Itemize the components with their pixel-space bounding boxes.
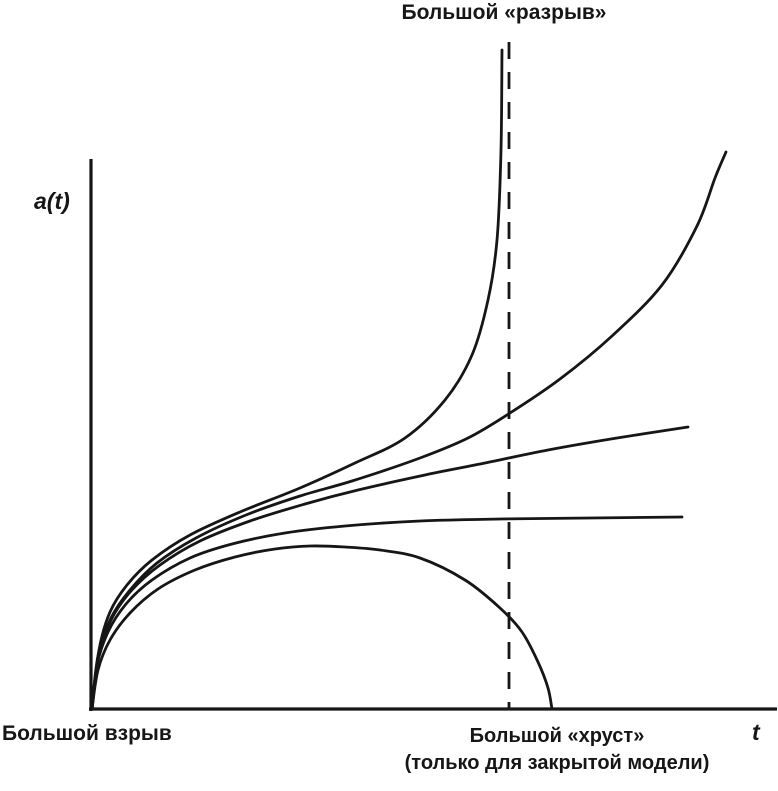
curve-closed-recollapsing <box>90 544 554 711</box>
curve-open-coasting <box>90 425 690 711</box>
big-crunch-line2: (только для закрытой модели) <box>404 752 710 774</box>
big-crunch-label: Большой «хруст» (только для закрытой мод… <box>387 723 727 777</box>
big-bang-label: Большой взрыв <box>2 722 172 745</box>
big-crunch-line1: Большой «хруст» <box>469 725 645 747</box>
curve-flat-critical <box>90 515 684 711</box>
curve-big-rip <box>90 48 504 711</box>
big-rip-label: Большой «разрыв» <box>401 1 607 24</box>
y-axis-label: a(t) <box>34 188 70 214</box>
curve-open-accelerating <box>90 150 728 711</box>
x-axis-label: t <box>752 719 760 745</box>
